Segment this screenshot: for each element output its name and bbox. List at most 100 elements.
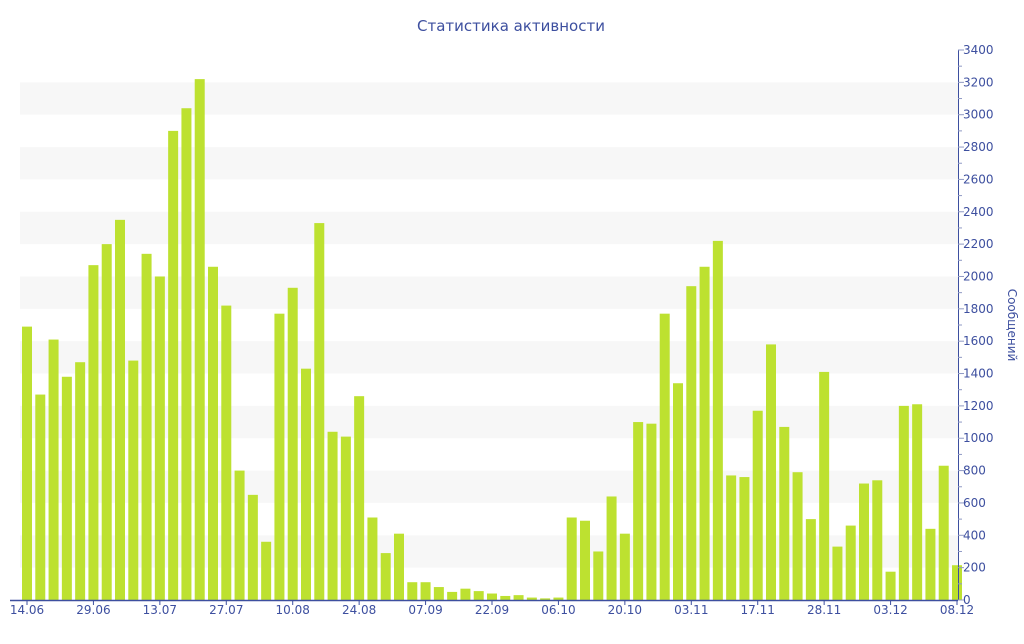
y-axis: 0 200 400 600 800 1000 1200 1400 1600 1800 2000 220… bbox=[958, 43, 994, 607]
y-tick-label: 2200 bbox=[963, 237, 994, 251]
bar bbox=[194, 79, 205, 600]
bar bbox=[726, 475, 737, 600]
bar bbox=[327, 431, 338, 600]
bar bbox=[460, 588, 471, 600]
bar bbox=[48, 339, 59, 600]
bar bbox=[274, 313, 285, 600]
y-tick-label: 1400 bbox=[963, 367, 994, 381]
grid-band bbox=[20, 147, 958, 180]
bar bbox=[340, 436, 351, 600]
bar bbox=[580, 520, 590, 600]
x-tick-label: 28.11 bbox=[807, 603, 841, 617]
bar bbox=[35, 394, 46, 600]
bar bbox=[646, 423, 657, 600]
bar bbox=[287, 287, 298, 600]
bar bbox=[314, 223, 325, 600]
bar bbox=[659, 313, 670, 600]
bar bbox=[673, 383, 683, 600]
bar bbox=[593, 551, 604, 600]
bar bbox=[566, 517, 577, 600]
bar bbox=[354, 396, 365, 600]
bar bbox=[407, 582, 418, 600]
grid-band bbox=[20, 211, 958, 245]
bar bbox=[487, 593, 497, 600]
bar bbox=[433, 587, 444, 600]
bar bbox=[380, 553, 391, 600]
bar bbox=[712, 240, 723, 600]
bar bbox=[606, 496, 617, 600]
x-tick-label: 13.07 bbox=[143, 603, 177, 617]
y-tick-label: 200 bbox=[963, 561, 986, 575]
bar bbox=[473, 591, 484, 600]
y-tick-label: 1200 bbox=[963, 399, 994, 413]
bar bbox=[699, 266, 710, 600]
x-tick-label: 08.12 bbox=[940, 603, 974, 617]
bar bbox=[22, 326, 32, 600]
bar bbox=[885, 571, 896, 600]
y-tick-label: 2400 bbox=[963, 205, 994, 219]
bar bbox=[619, 533, 630, 600]
x-tick-label: 22.09 bbox=[475, 603, 509, 617]
x-tick-label: 20.10 bbox=[608, 603, 642, 617]
bar bbox=[128, 360, 139, 600]
bar bbox=[234, 470, 245, 600]
y-tick-label: 2600 bbox=[963, 172, 994, 186]
bar bbox=[101, 244, 112, 600]
bar bbox=[526, 597, 537, 600]
bar bbox=[633, 422, 644, 600]
x-tick-label: 03.12 bbox=[873, 603, 907, 617]
bar bbox=[792, 472, 803, 600]
bar bbox=[75, 362, 86, 600]
bar bbox=[872, 480, 883, 600]
x-tick-label: 03.11 bbox=[674, 603, 708, 617]
y-tick-label: 0 bbox=[963, 593, 971, 607]
bar bbox=[447, 591, 458, 600]
x-tick-label: 24.08 bbox=[342, 603, 376, 617]
bar bbox=[859, 483, 869, 600]
x-tick-label: 14.06 bbox=[10, 603, 44, 617]
bar bbox=[500, 595, 511, 600]
chart-title: Статистика активности bbox=[417, 17, 605, 35]
bar bbox=[779, 426, 790, 600]
bar bbox=[301, 368, 311, 600]
y-axis-label: Сообщений bbox=[1005, 289, 1019, 362]
bar bbox=[61, 376, 72, 600]
x-axis: 14.06 29.06 13.07 27.07 10.08 24.08 07.09 22.09… bbox=[10, 599, 974, 617]
x-tick-label: 06.10 bbox=[541, 603, 575, 617]
x-tick-label: 07.09 bbox=[408, 603, 442, 617]
bar bbox=[819, 371, 830, 600]
bar bbox=[261, 541, 272, 600]
x-tick-label: 27.07 bbox=[209, 603, 243, 617]
bar bbox=[208, 266, 218, 600]
x-tick-label: 29.06 bbox=[76, 603, 110, 617]
bar bbox=[115, 219, 125, 600]
bar bbox=[154, 276, 165, 600]
bar bbox=[181, 108, 192, 600]
grid-band bbox=[20, 82, 958, 115]
y-tick-label: 3400 bbox=[963, 43, 994, 57]
bar bbox=[805, 519, 816, 600]
bar bbox=[912, 404, 923, 600]
y-tick-label: 600 bbox=[963, 496, 986, 510]
bar bbox=[221, 305, 232, 600]
y-tick-label: 3200 bbox=[963, 75, 994, 89]
bar bbox=[367, 517, 378, 600]
bar bbox=[766, 344, 776, 600]
bar bbox=[88, 265, 99, 600]
y-tick-label: 1000 bbox=[963, 431, 994, 445]
bar bbox=[247, 494, 258, 600]
bar bbox=[168, 130, 179, 600]
y-tick-label: 400 bbox=[963, 528, 986, 542]
bar bbox=[845, 525, 856, 600]
bar bbox=[513, 595, 524, 600]
y-tick-label: 2800 bbox=[963, 140, 994, 154]
bar bbox=[553, 597, 564, 600]
bar bbox=[540, 598, 551, 600]
bar bbox=[394, 533, 404, 600]
bar bbox=[832, 546, 843, 600]
bar bbox=[925, 528, 936, 600]
bar bbox=[686, 286, 697, 600]
bar bbox=[898, 405, 909, 600]
bar bbox=[952, 565, 962, 600]
